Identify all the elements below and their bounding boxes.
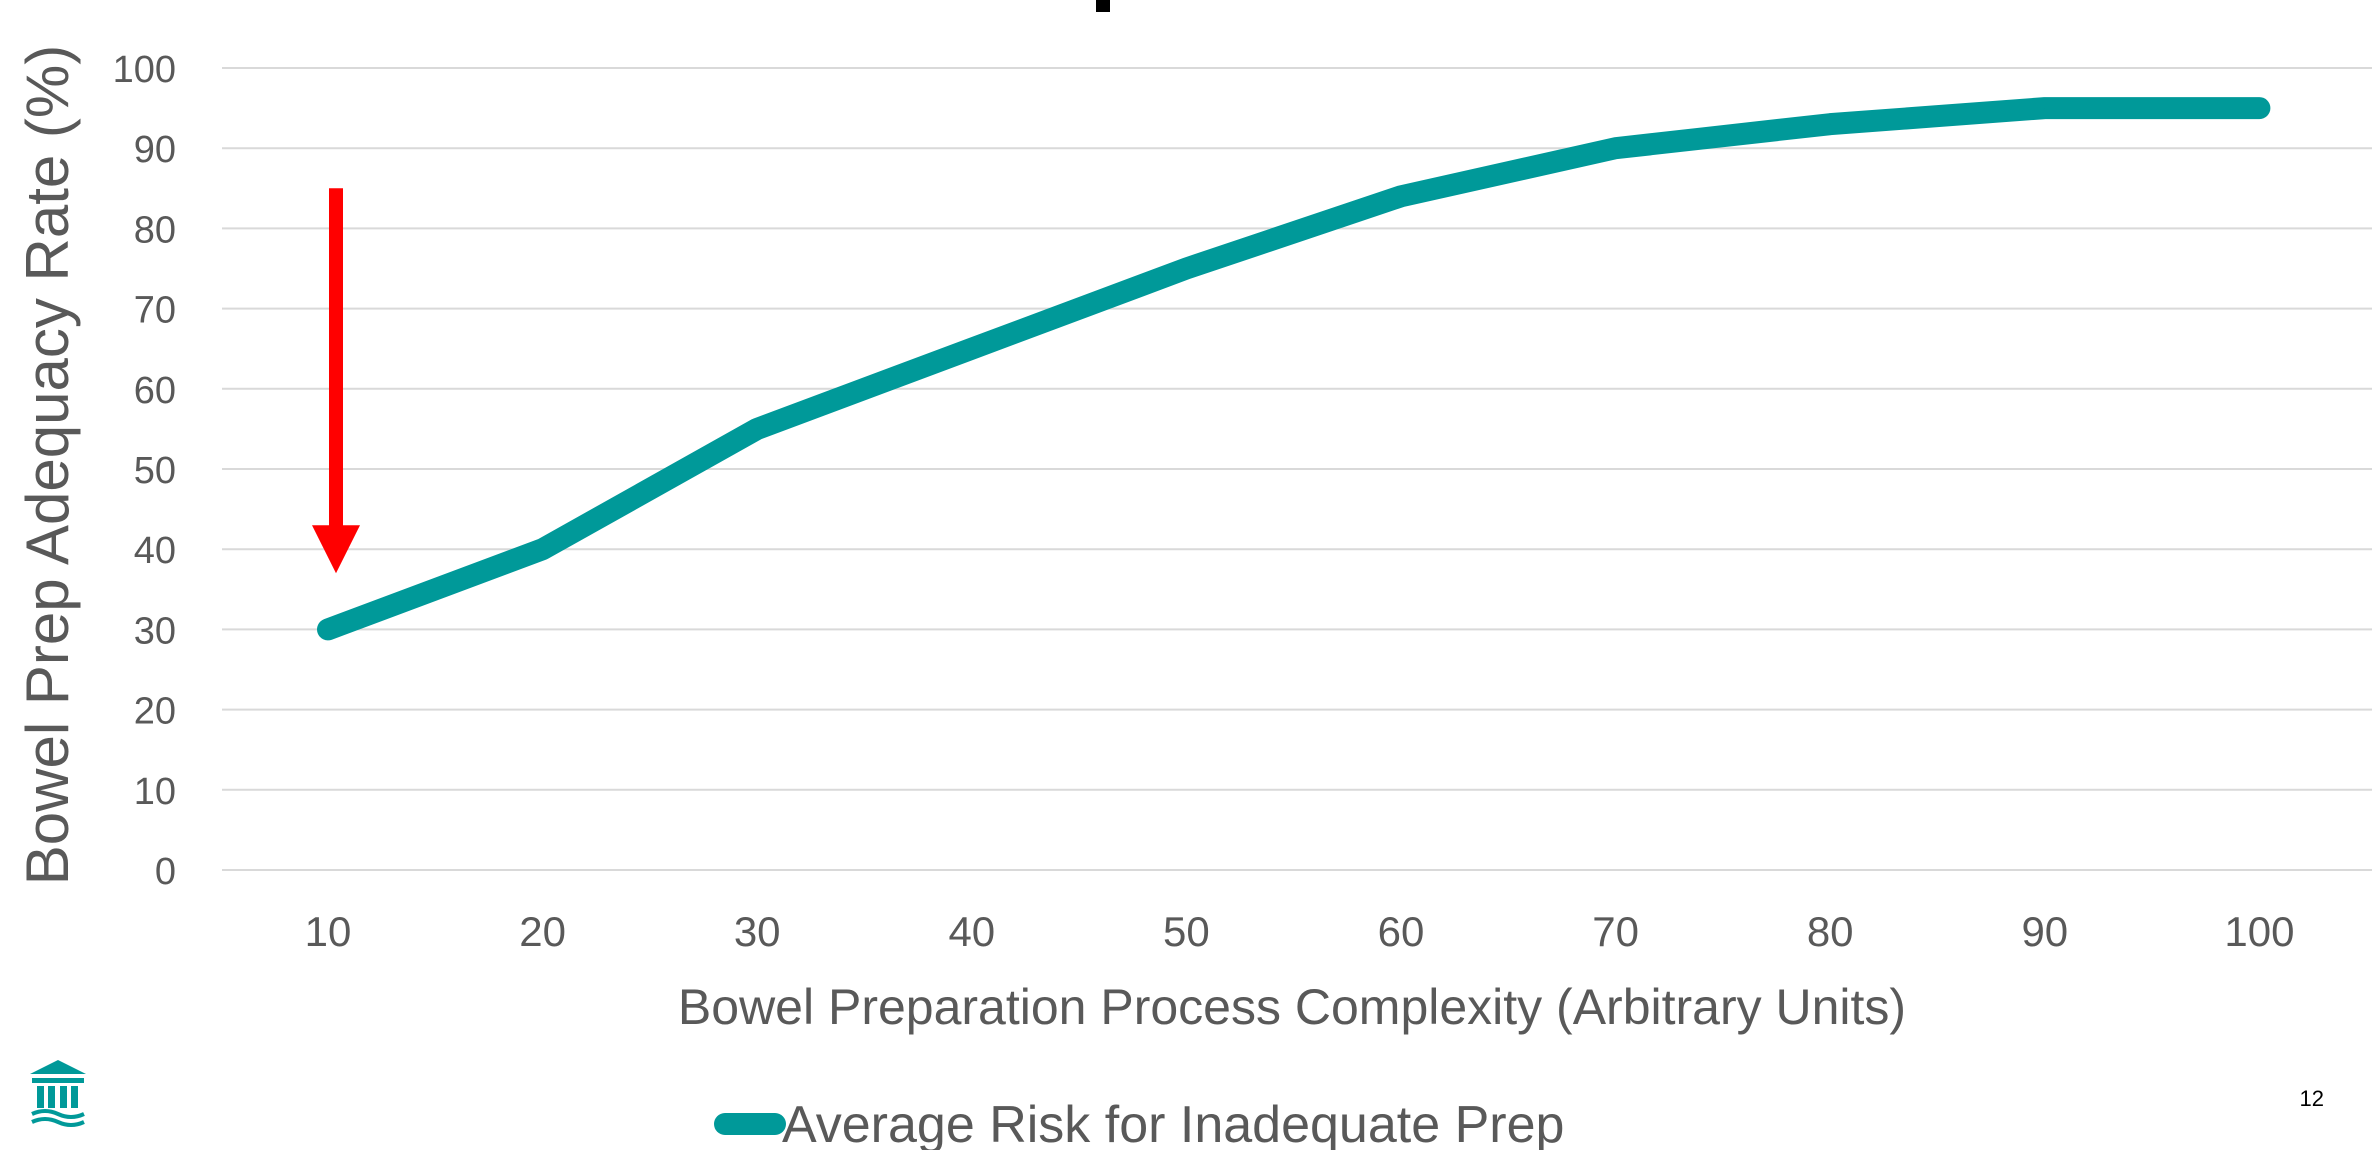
- x-tick-label: 60: [1378, 908, 1425, 955]
- y-tick-label: 80: [134, 209, 176, 251]
- data-point: [2259, 108, 2260, 109]
- x-tick-label: 30: [734, 908, 781, 955]
- arrow-annotation: [312, 188, 360, 573]
- data-point: [542, 549, 543, 550]
- data-point: [971, 348, 972, 349]
- y-tick-label: 40: [134, 530, 176, 572]
- y-tick-label: 50: [134, 450, 176, 492]
- x-tick-label: 70: [1592, 908, 1639, 955]
- y-tick-label: 100: [113, 49, 176, 91]
- legend: Average Risk for Inadequate Prep: [725, 1096, 1564, 1150]
- y-tick-label: 60: [134, 370, 176, 412]
- series-layer: [328, 108, 2260, 630]
- y-tick-label: 90: [134, 129, 176, 171]
- x-tick-label: 80: [1807, 908, 1854, 955]
- data-point: [1186, 268, 1187, 269]
- title-fragment: [1096, 0, 1110, 12]
- data-point: [2044, 108, 2045, 109]
- x-axis-title: Bowel Preparation Process Complexity (Ar…: [678, 979, 1906, 1035]
- legend-label: Average Risk for Inadequate Prep: [782, 1096, 1564, 1150]
- x-tick-label: 100: [2224, 908, 2294, 955]
- x-tick-label: 90: [2021, 908, 2068, 955]
- y-tick-label: 10: [134, 771, 176, 813]
- x-tick-label: 20: [519, 908, 566, 955]
- y-tick-label: 0: [155, 851, 176, 893]
- data-point: [328, 629, 329, 630]
- page-number: 12: [2300, 1086, 2324, 1112]
- data-point: [1615, 148, 1616, 149]
- data-point: [757, 428, 758, 429]
- y-axis-title: Bowel Prep Adequacy Rate (%): [14, 45, 81, 885]
- y-tick-label: 70: [134, 290, 176, 332]
- x-tick-label: 50: [1163, 908, 1210, 955]
- x-tick-label: 10: [305, 908, 352, 955]
- data-point: [1401, 196, 1402, 197]
- gridlines: [222, 68, 2372, 870]
- x-tick-labels: 10 20 30 40 50 60 70 80 90 100: [305, 908, 2295, 955]
- y-tick-label: 30: [134, 610, 176, 652]
- series-line: [328, 108, 2259, 629]
- x-tick-label: 40: [948, 908, 995, 955]
- institution-columns-icon: [30, 1060, 86, 1125]
- y-tick-labels: 0 10 20 30 40 50 60 70 80 90 100: [113, 49, 176, 893]
- data-point: [1830, 124, 1831, 125]
- y-tick-label: 20: [134, 691, 176, 733]
